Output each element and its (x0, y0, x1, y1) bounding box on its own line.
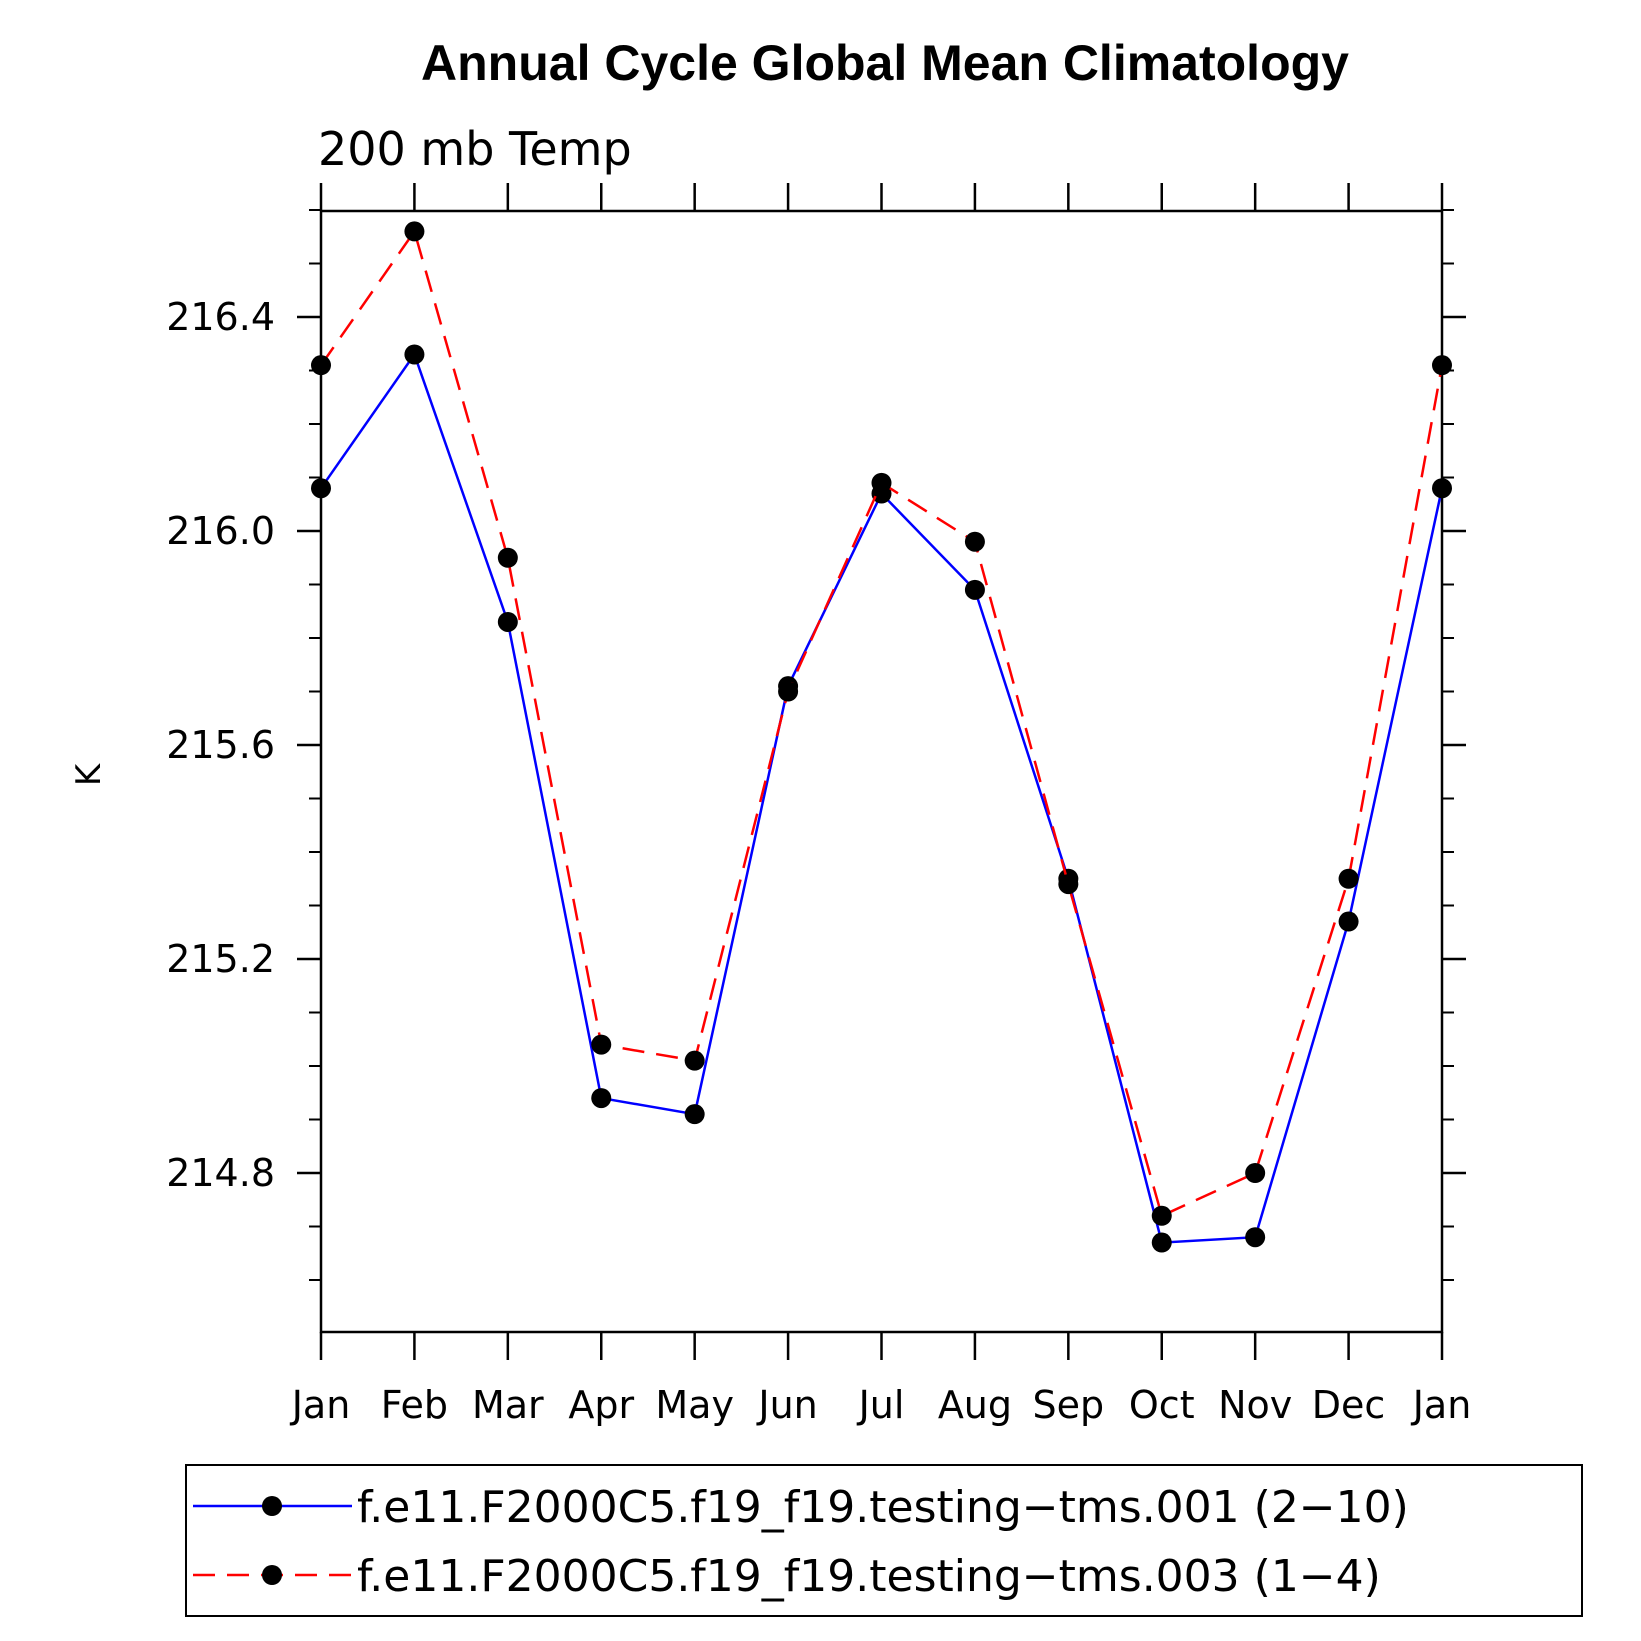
series-1-point (1338, 911, 1359, 932)
series-1-point (684, 1104, 705, 1125)
series-2-point (778, 681, 799, 702)
x-tick-label: Sep (1033, 1383, 1105, 1427)
series-1-point (497, 611, 518, 632)
x-tick-label: Jan (290, 1383, 351, 1427)
legend-marker-2 (262, 1565, 282, 1585)
series-2-point (1151, 1205, 1172, 1226)
series-2-point (1432, 355, 1452, 376)
legend-label-2: f.e11.F2000C5.f19_f19.testing−tms.003 (1… (357, 1551, 1381, 1602)
y-tick-label: 216.0 (166, 509, 275, 553)
plot-area: Jan Feb Mar Apr May Jun Jul Aug Sep Oct Nov Dec Jan 2… (166, 183, 1471, 1427)
legend: f.e11.F2000C5.f19_f19.testing−tms.001 (2… (185, 1464, 1583, 1617)
legend-marker-1 (262, 1496, 282, 1516)
series-2-point (1245, 1163, 1266, 1183)
x-tick-label: Jul (857, 1383, 905, 1427)
series-1-point (311, 478, 331, 499)
series-1-point (1245, 1227, 1266, 1248)
plot-frame (319, 209, 1444, 1334)
x-tick-label: Aug (938, 1383, 1012, 1427)
series-2-point (684, 1050, 705, 1071)
series-2-point (497, 547, 518, 568)
x-tick-label: Apr (568, 1383, 634, 1427)
x-tick-label: Jun (756, 1383, 817, 1427)
series-2-point (311, 355, 331, 376)
y-axis-label: K (69, 762, 109, 786)
y-tick-label: 215.6 (166, 723, 275, 767)
chart-subtitle: 200 mb Temp (318, 122, 632, 176)
x-tick-label: May (655, 1383, 734, 1427)
series-2-point (591, 1034, 612, 1055)
legend-label-1: f.e11.F2000C5.f19_f19.testing−tms.001 (2… (357, 1482, 1409, 1533)
x-tick-label: Feb (381, 1383, 448, 1427)
series-2-point (871, 472, 892, 493)
series-2-point (1338, 868, 1359, 889)
series-1-point (1151, 1232, 1172, 1253)
x-tick-label: Jan (1411, 1383, 1472, 1427)
series-2-point (1058, 874, 1079, 895)
x-tick-label: Oct (1129, 1383, 1195, 1427)
legend-box (185, 1464, 1583, 1617)
series-1-point (1432, 478, 1452, 499)
x-tick-label: Dec (1312, 1383, 1386, 1427)
series-1-point (591, 1088, 612, 1109)
chart-title: Annual Cycle Global Mean Climatology (421, 35, 1349, 91)
y-tick-label: 216.4 (166, 295, 275, 339)
series-2-point (404, 221, 425, 242)
y-tick-label: 214.8 (166, 1151, 275, 1195)
x-tick-label: Mar (472, 1383, 544, 1427)
y-tick-label: 215.2 (166, 937, 275, 981)
series-line-2 (319, 228, 1444, 1218)
series-1-point (964, 579, 985, 600)
series-1-point (404, 344, 425, 365)
x-tick-label: Nov (1218, 1383, 1292, 1427)
series-2-point (964, 531, 985, 552)
